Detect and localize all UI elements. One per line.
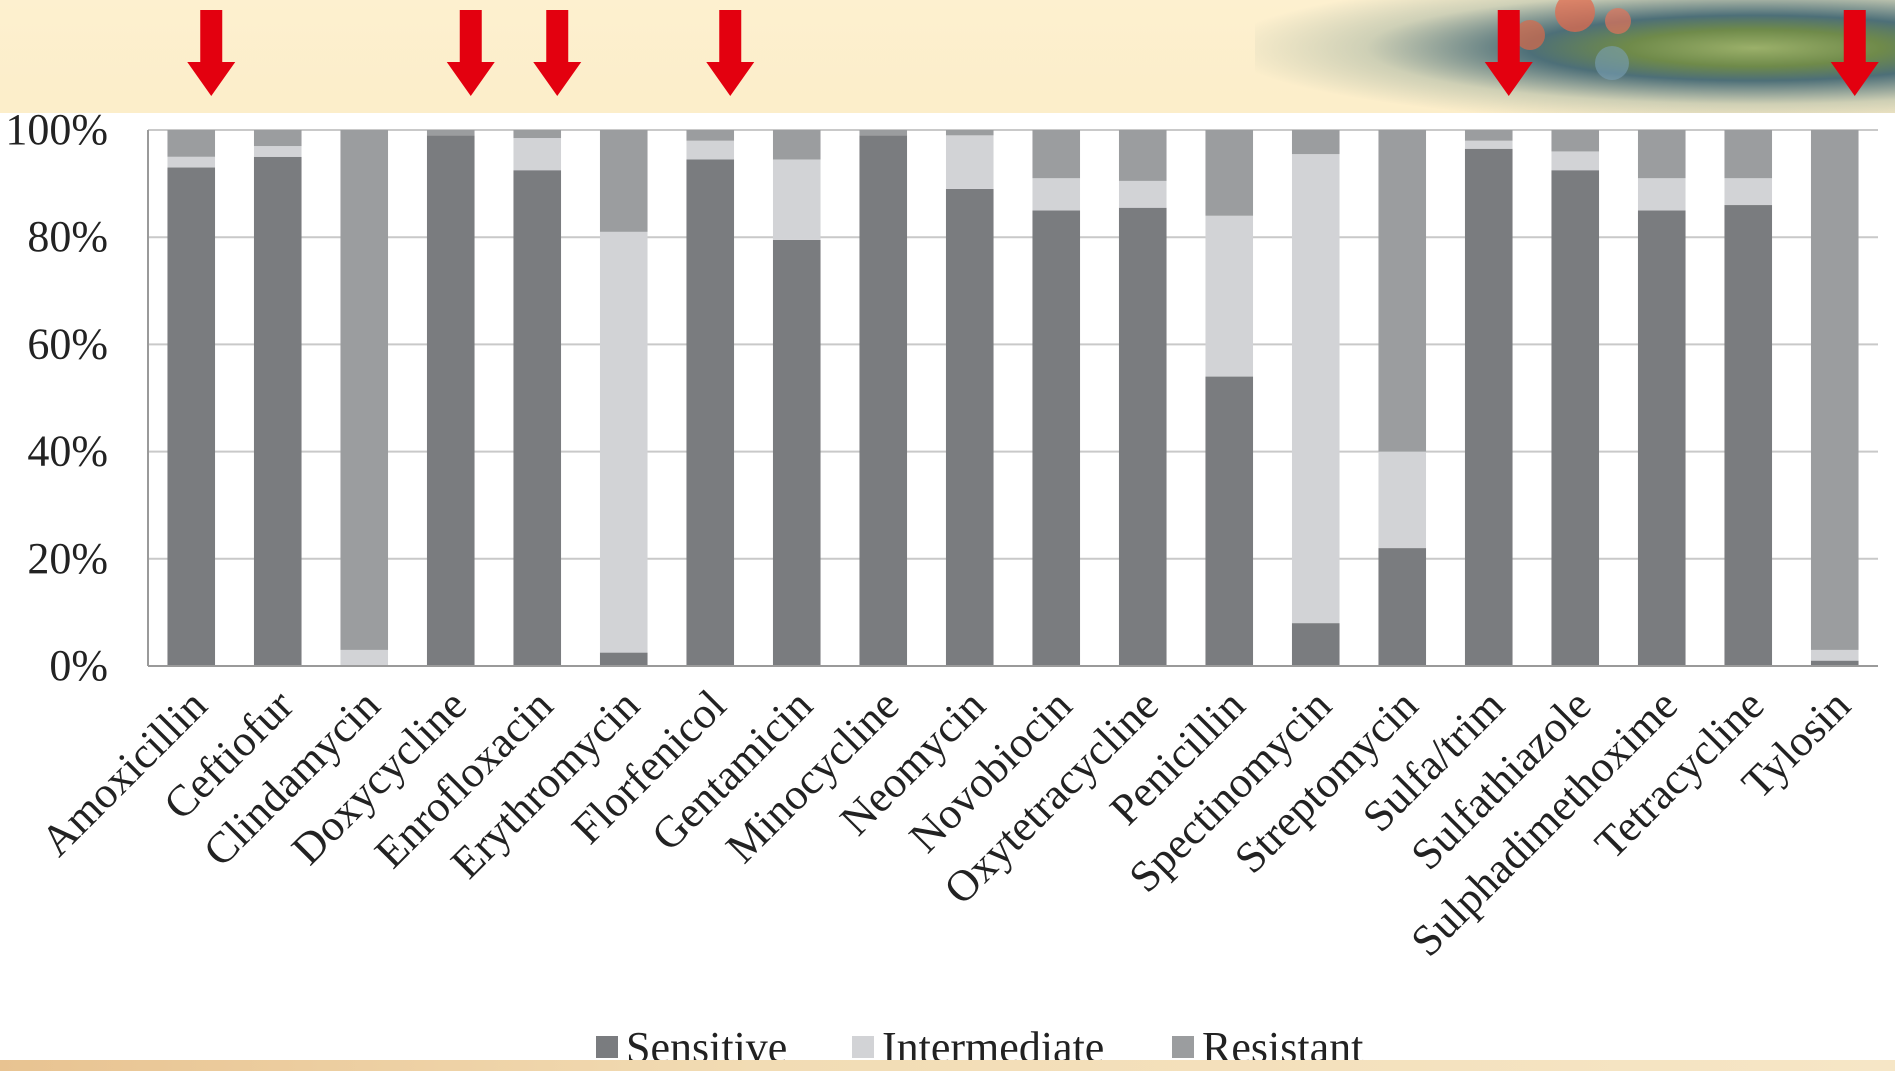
highlight-arrows (187, 10, 1879, 96)
bar-segment-sensitive (1291, 623, 1340, 666)
bar-segment-intermediate (1118, 180, 1167, 208)
highlight-arrow-icon (533, 10, 582, 96)
bar-segment-intermediate (599, 231, 648, 653)
bar-segment-intermediate (772, 159, 821, 240)
bar-segment-resistant (513, 130, 562, 139)
bar-segment-intermediate (167, 156, 216, 168)
bar-segment-resistant (859, 130, 908, 136)
y-tick-label: 100% (5, 105, 108, 154)
bar-segment-intermediate (1637, 178, 1686, 211)
bar-segment-intermediate (1464, 140, 1513, 149)
y-tick-label: 0% (49, 641, 108, 690)
y-tick-label: 60% (27, 319, 108, 368)
bar-segment-resistant (1724, 130, 1773, 179)
bar-segment-resistant (253, 130, 302, 147)
bar-segment-sensitive (686, 159, 735, 667)
bar-segment-resistant (426, 130, 475, 136)
bar-segment-intermediate (686, 140, 735, 160)
bar-segment-resistant (1205, 130, 1254, 216)
bottom-edge (0, 1060, 1895, 1071)
gridlines (148, 129, 1878, 667)
bar-segment-resistant (1637, 130, 1686, 179)
bar-segment-sensitive (1378, 548, 1427, 666)
bar-segment-resistant (1551, 130, 1600, 152)
y-tick-label: 40% (27, 427, 108, 476)
bar-segment-sensitive (1551, 170, 1600, 666)
x-tick-labels: AmoxicillinCeftiofurClindamycinDoxycycli… (31, 680, 1860, 965)
bar-segment-resistant (1032, 130, 1081, 179)
bar-segment-resistant (1378, 130, 1427, 452)
legend-swatch-resistant (1172, 1036, 1194, 1058)
bar-segment-sensitive (1118, 207, 1167, 666)
bar-segment-sensitive (1637, 210, 1686, 666)
highlight-arrow-icon (446, 10, 495, 96)
highlight-arrow-icon (706, 10, 755, 96)
bar-segment-sensitive (513, 170, 562, 666)
bar-segment-resistant (1810, 130, 1859, 650)
bar-segment-resistant (686, 130, 735, 141)
banner-illustration (1255, 0, 1895, 120)
bar-segment-sensitive (945, 188, 994, 666)
bar-segment-resistant (1118, 130, 1167, 181)
y-tick-labels: 0% 20% 40% 60% 80% 100% (5, 105, 108, 690)
bar-segment-intermediate (1205, 215, 1254, 377)
bar-segment-sensitive (599, 652, 648, 666)
highlight-arrow-icon (1830, 10, 1879, 96)
bar-segment-resistant (167, 130, 216, 157)
bar-segment-resistant (340, 130, 389, 650)
axes (147, 130, 1878, 667)
bar-segment-intermediate (945, 135, 994, 189)
bar-segment-sensitive (1032, 210, 1081, 666)
bar-segment-resistant (772, 130, 821, 160)
bar-segment-intermediate (1378, 451, 1427, 549)
bar-segment-sensitive (1205, 376, 1254, 666)
bar-segment-resistant (1464, 130, 1513, 141)
highlight-arrow-icon (1484, 10, 1533, 96)
bar-segment-intermediate (340, 649, 389, 666)
y-tick-label: 80% (27, 212, 108, 261)
bar-segment-intermediate (1810, 649, 1859, 661)
bar-segment-intermediate (513, 138, 562, 171)
bar-segment-resistant (1291, 130, 1340, 155)
bar-segment-intermediate (1291, 154, 1340, 624)
bar-segment-intermediate (1551, 151, 1600, 171)
legend-swatch-sensitive (596, 1036, 618, 1058)
y-tick-label: 20% (27, 534, 108, 583)
bar-segment-sensitive (1810, 660, 1859, 666)
bars (167, 130, 1859, 667)
bar-segment-sensitive (772, 239, 821, 666)
bar-segment-resistant (599, 130, 648, 232)
bar-segment-intermediate (1724, 178, 1773, 206)
bar-segment-sensitive (1724, 205, 1773, 667)
bar-segment-sensitive (859, 135, 908, 667)
legend-swatch-intermediate (852, 1036, 874, 1058)
bar-segment-sensitive (167, 167, 216, 666)
bar-segment-resistant (945, 130, 994, 136)
bar-segment-intermediate (253, 146, 302, 157)
bar-segment-sensitive (1464, 148, 1513, 666)
highlight-arrow-icon (187, 10, 236, 96)
bar-segment-sensitive (253, 156, 302, 667)
bar-segment-intermediate (1032, 178, 1081, 211)
bar-segment-sensitive (426, 135, 475, 667)
